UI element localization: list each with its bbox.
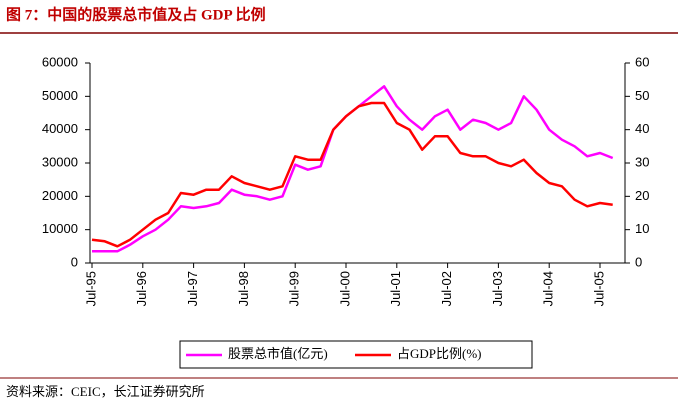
- y2-tick-label: 30: [635, 154, 649, 169]
- y-tick-label: 0: [71, 254, 78, 269]
- x-tick-label: Jul-03: [490, 271, 505, 306]
- y-tick-label: 20000: [42, 188, 78, 203]
- x-tick-label: Jul-01: [388, 271, 403, 306]
- y-tick-label: 40000: [42, 121, 78, 136]
- legend-box: [179, 340, 533, 369]
- y2-tick-label: 50: [635, 88, 649, 103]
- x-tick-label: Jul-04: [541, 271, 556, 306]
- legend-label: 股票总市值(亿元): [228, 346, 328, 361]
- source-note: 资料来源：CEIC，长江证券研究所: [6, 384, 205, 399]
- y-tick-label: 60000: [42, 54, 78, 69]
- y2-tick-label: 10: [635, 221, 649, 236]
- x-tick-label: Jul-95: [83, 271, 98, 306]
- x-tick-label: Jul-97: [185, 271, 200, 306]
- x-tick-label: Jul-96: [134, 271, 149, 306]
- y2-tick-label: 0: [635, 254, 642, 269]
- chart-title: 图 7：中国的股票总市值及占 GDP 比例: [6, 5, 266, 23]
- y2-tick-label: 40: [635, 121, 649, 136]
- y-tick-label: 30000: [42, 154, 78, 169]
- legend-label: 占GDP比例(%): [397, 346, 482, 361]
- x-tick-label: Jul-00: [337, 271, 352, 306]
- x-tick-label: Jul-98: [236, 271, 251, 306]
- x-tick-label: Jul-02: [439, 271, 454, 306]
- x-tick-label: Jul-99: [287, 271, 302, 306]
- y2-tick-label: 60: [635, 54, 649, 69]
- y-tick-label: 50000: [42, 88, 78, 103]
- x-tick-label: Jul-05: [591, 271, 606, 306]
- y2-tick-label: 20: [635, 188, 649, 203]
- series-line: [91, 101, 613, 248]
- y-tick-label: 10000: [42, 221, 78, 236]
